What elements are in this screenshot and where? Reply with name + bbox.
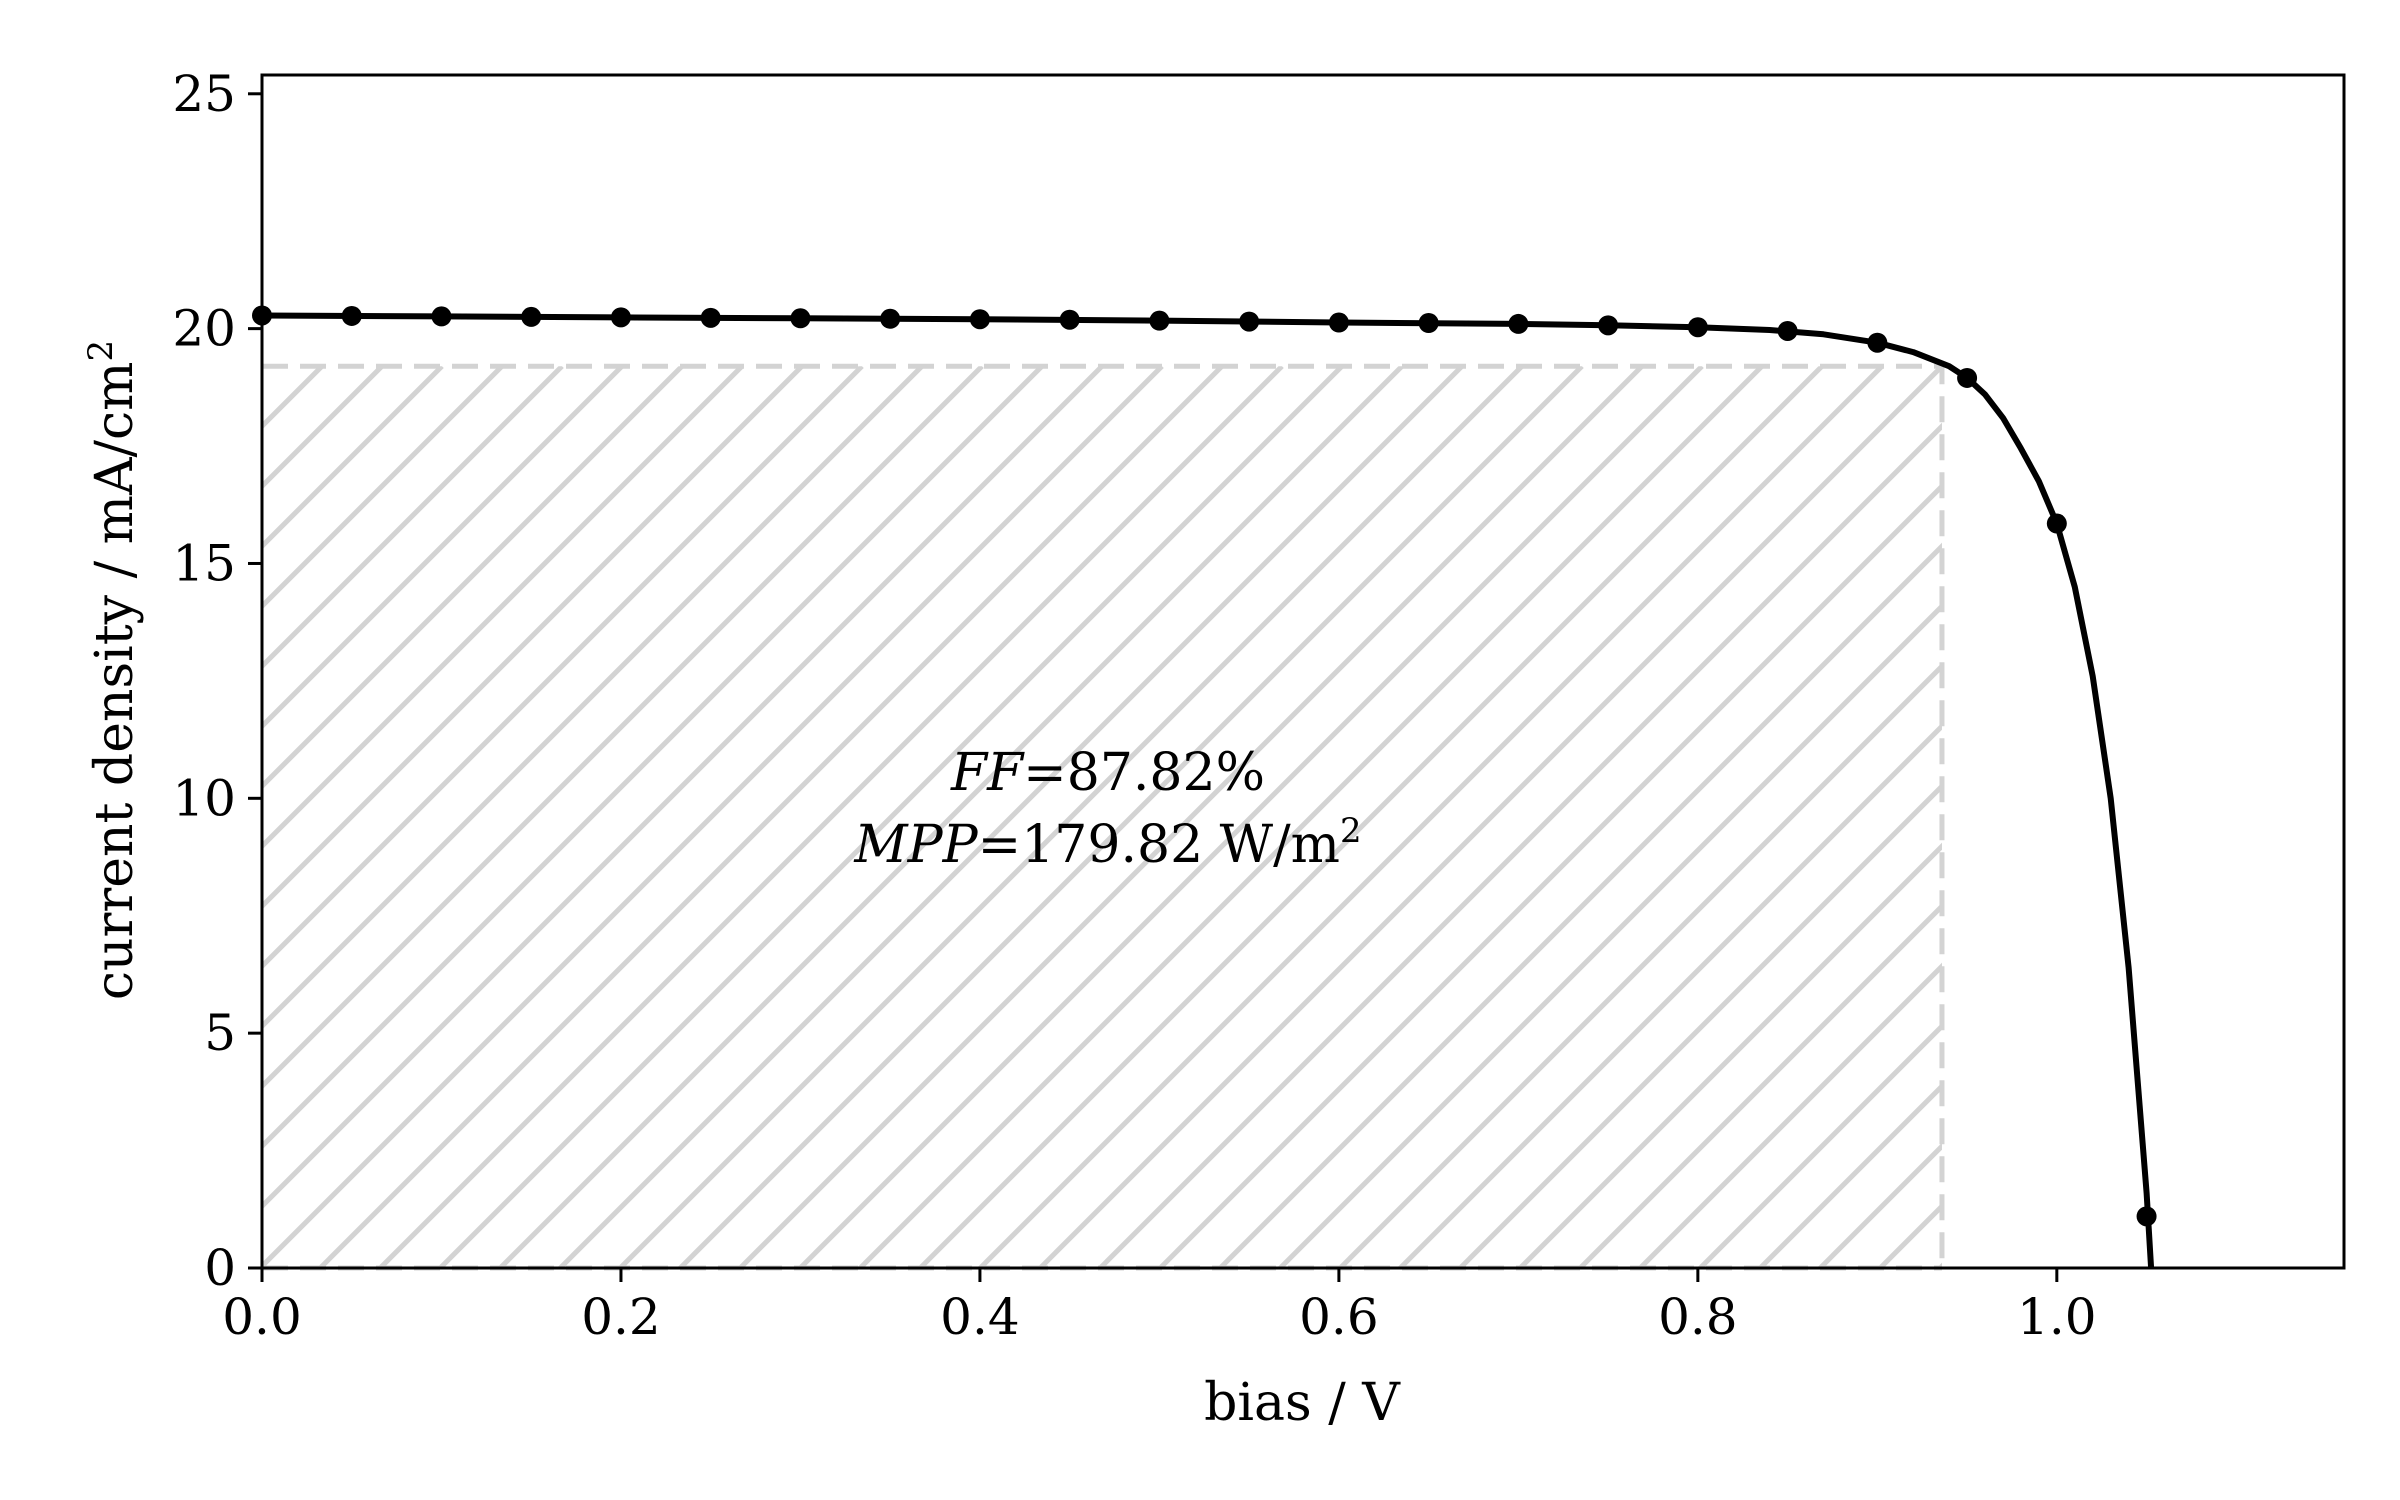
y-tick-label: 25 <box>172 65 236 123</box>
y-tick-label: 15 <box>172 534 236 592</box>
hatch-line <box>858 366 1764 1268</box>
hatch-line <box>798 366 1704 1268</box>
hatch-line <box>678 366 1584 1268</box>
hatch-line <box>1938 1262 1942 1268</box>
mpp-annotation: MPP=179.82 W/m2 <box>853 811 1361 875</box>
hatch-line <box>262 366 444 550</box>
hatch-line <box>1278 602 1942 1268</box>
x-tick-label: 1.0 <box>2017 1288 2097 1346</box>
hatch-line <box>498 366 1404 1268</box>
hatch-line <box>438 366 1344 1268</box>
fill-factor-annotation: FF=87.82% <box>950 743 1265 803</box>
data-point-marker <box>1508 313 1529 334</box>
mpp-unit-superscript: 2 <box>1340 811 1362 851</box>
hatch-line <box>262 366 564 670</box>
x-axis-ticks: 0.0 0.2 0.4 0.6 0.8 1.0 <box>222 1268 2097 1346</box>
ff-symbol: FF <box>950 743 1025 803</box>
hatch-line <box>1458 782 1942 1268</box>
y-axis-label-superscript: 2 <box>81 340 121 362</box>
hatch-line <box>618 366 1524 1268</box>
hatch-line <box>1758 1082 1942 1268</box>
x-tick-label: 0.8 <box>1658 1288 1738 1346</box>
hatch-line <box>262 366 744 850</box>
mpp-hatch-region <box>262 366 2400 1268</box>
data-point-marker <box>610 307 631 328</box>
y-tick-label: 10 <box>172 769 236 827</box>
mpp-equals: = <box>978 815 1022 875</box>
x-tick-label: 0.6 <box>1299 1288 1379 1346</box>
hatch-line <box>1398 722 1942 1268</box>
hatch-line <box>558 366 1464 1268</box>
ff-value: 87.82% <box>1067 743 1265 803</box>
hatch-line <box>262 366 1044 1150</box>
hatch-line <box>1578 902 1942 1268</box>
data-point-marker <box>2046 513 2067 534</box>
hatch-line <box>262 366 624 730</box>
data-point-marker <box>1059 309 1080 330</box>
hatch-line <box>262 366 804 910</box>
y-axis-ticks: 0 5 10 15 20 25 <box>172 65 262 1297</box>
y-axis-label-text: current density / mA/cm <box>85 362 145 1001</box>
hatch-line <box>1698 1022 1942 1268</box>
hatch-line <box>1218 542 1942 1268</box>
data-point-marker <box>1239 311 1260 332</box>
hatch-line <box>738 366 1644 1268</box>
x-tick-label: 0.0 <box>222 1288 302 1346</box>
y-tick-label: 0 <box>204 1239 236 1297</box>
hatch-line <box>1098 422 1942 1268</box>
hatch-line <box>918 366 1824 1268</box>
data-point-marker <box>700 307 721 328</box>
mpp-symbol: MPP <box>853 815 978 875</box>
data-point-marker <box>790 308 811 329</box>
hatch-line <box>262 366 1164 1268</box>
y-tick-label: 5 <box>204 1004 236 1062</box>
data-point-marker <box>880 308 901 329</box>
y-axis-label: current density / mA/cm2 <box>81 340 145 1000</box>
hatch-line <box>1638 962 1942 1268</box>
y-tick-label: 20 <box>172 300 236 358</box>
plot-frame <box>260 73 2346 1270</box>
data-point-marker <box>521 306 542 327</box>
data-point-marker <box>341 305 362 326</box>
hatch-line <box>262 366 924 1030</box>
ff-equals: = <box>1023 743 1067 803</box>
hatch-line <box>262 366 864 970</box>
hatch-line <box>1338 662 1942 1268</box>
x-tick-label: 0.2 <box>581 1288 661 1346</box>
data-point-marker <box>1687 317 1708 338</box>
x-tick-label: 0.4 <box>940 1288 1020 1346</box>
hatch-line <box>262 366 1104 1210</box>
hatch-line <box>1038 366 1942 1268</box>
hatch-line <box>2000 366 2400 1268</box>
hatch-line <box>262 366 504 610</box>
hatch-line <box>262 366 684 790</box>
x-axis-label: bias / V <box>1204 1373 1401 1433</box>
data-point-marker <box>1957 367 1978 388</box>
data-point-marker <box>1598 315 1619 336</box>
data-point-marker <box>1777 320 1798 341</box>
data-point-marker <box>2136 1206 2157 1227</box>
plot-border <box>260 73 2346 1270</box>
data-point-marker <box>1418 312 1439 333</box>
iv-curve-line <box>261 312 2155 1269</box>
hatch-line <box>378 366 1284 1268</box>
hatch-line <box>1158 482 1942 1268</box>
data-point-marker <box>1149 310 1170 331</box>
hatch-line <box>262 366 984 1090</box>
hatch-line <box>978 366 1884 1268</box>
series-curve <box>261 312 2155 1269</box>
mpp-value: 179.82 W/m <box>1021 815 1340 875</box>
data-point-marker <box>1328 312 1349 333</box>
data-point-marker <box>431 306 452 327</box>
hatch-line <box>1518 842 1942 1268</box>
data-point-marker <box>969 309 990 330</box>
data-point-marker <box>1867 332 1888 353</box>
hatch-line <box>318 366 1224 1268</box>
